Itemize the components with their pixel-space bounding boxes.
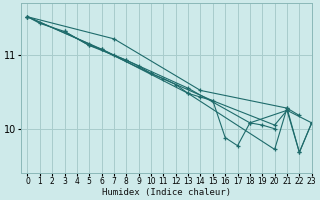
X-axis label: Humidex (Indice chaleur): Humidex (Indice chaleur) xyxy=(102,188,231,197)
